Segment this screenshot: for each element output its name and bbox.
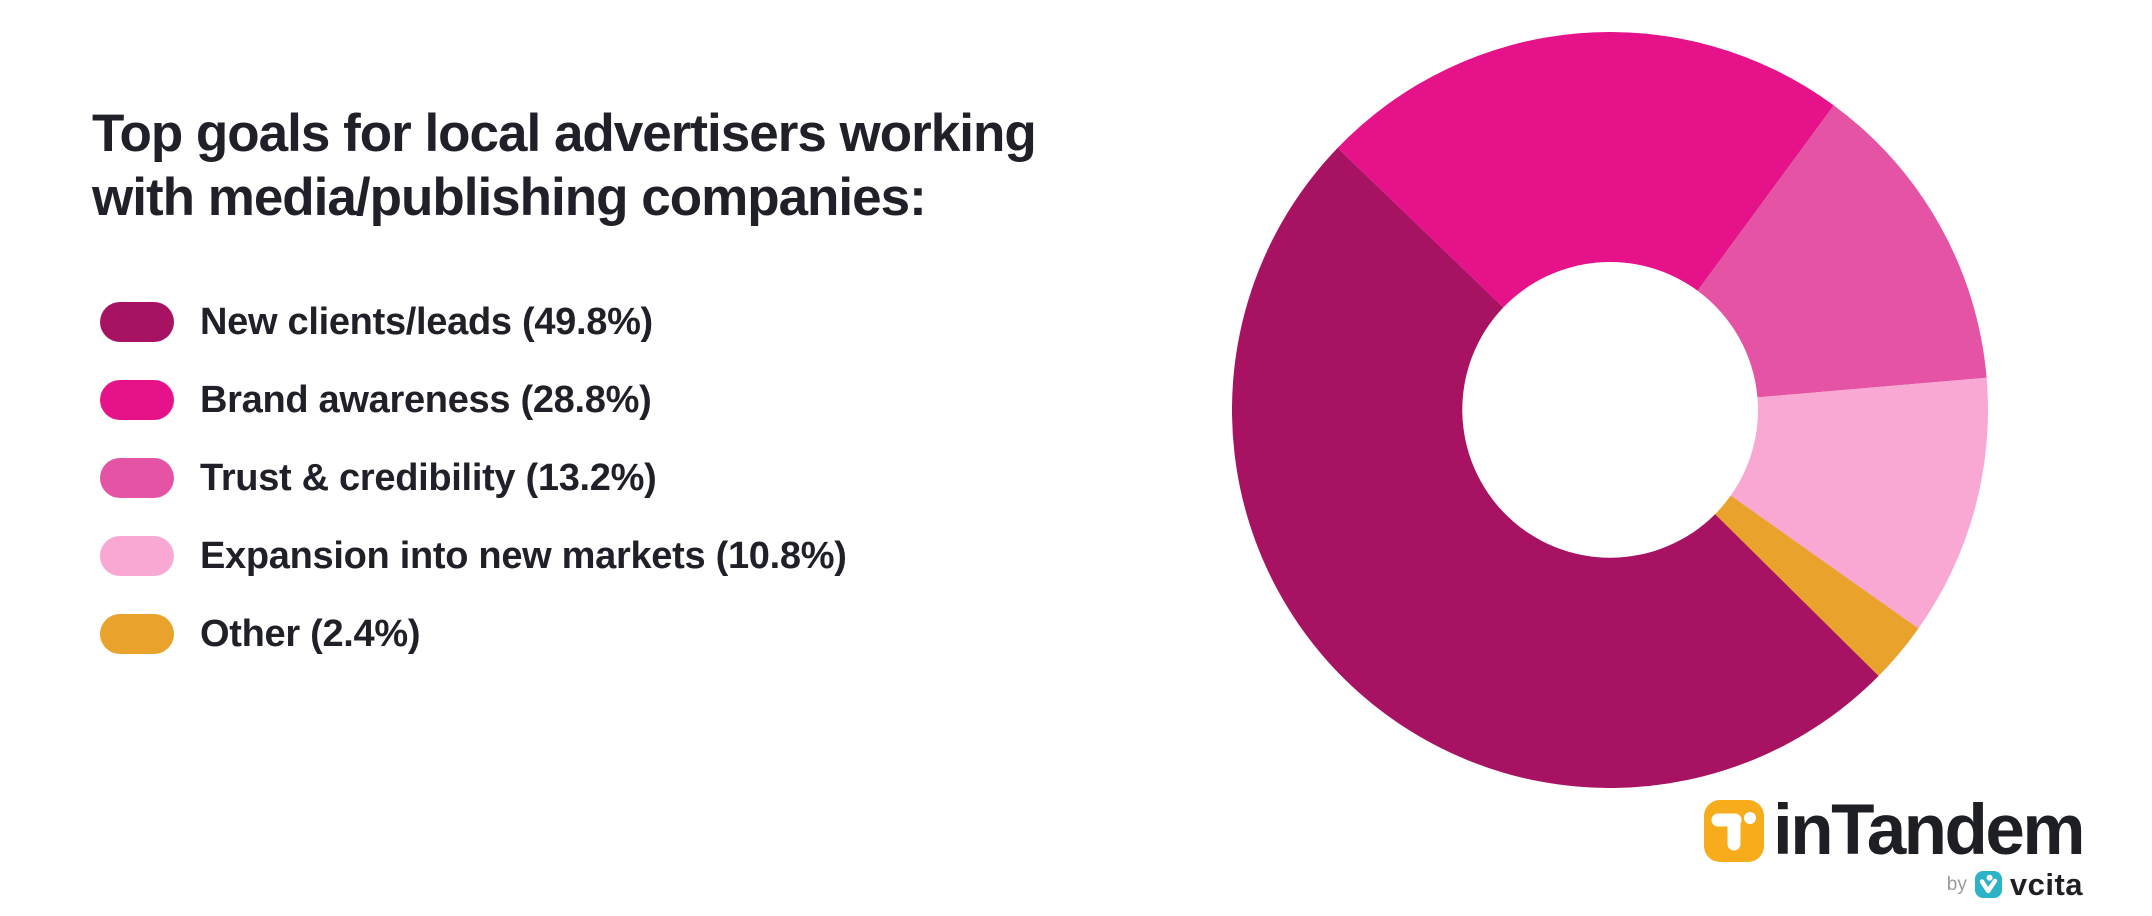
donut-slice-trust-credibility: [1697, 105, 1987, 398]
legend-label: Other (2.4%): [200, 612, 421, 655]
vcita-byline-row: by vcita: [1704, 869, 2083, 900]
legend-item-other: Other (2.4%): [100, 612, 847, 655]
legend-swatch: [100, 458, 174, 498]
legend-item-trust-credibility: Trust & credibility (13.2%): [100, 456, 847, 499]
vcita-wordmark: vcita: [2009, 867, 2084, 902]
legend-label: Trust & credibility (13.2%): [200, 456, 657, 499]
legend-swatch: [100, 302, 174, 342]
intandem-wordmark: inTandem: [1773, 791, 2086, 870]
byline-text: by: [1946, 874, 1967, 895]
legend-swatch: [100, 380, 174, 420]
donut-slice-new-clients-leads: [1232, 147, 1879, 788]
donut-slice-expansion-into-new-markets: [1730, 377, 1988, 629]
legend-label: New clients/leads (49.8%): [200, 300, 653, 343]
legend: New clients/leads (49.8%) Brand awarenes…: [100, 300, 847, 692]
intandem-icon: [1704, 799, 1764, 862]
donut-chart: [1232, 32, 1988, 788]
legend-item-brand-awareness: Brand awareness (28.8%): [100, 378, 847, 421]
legend-label: Expansion into new markets (10.8%): [200, 534, 847, 577]
donut-slice-brand-awareness: [1337, 32, 1834, 308]
legend-swatch: [100, 614, 174, 654]
legend-label: Brand awareness (28.8%): [200, 378, 652, 421]
brand-logo: inTandem by vcita: [1704, 791, 2086, 900]
chart-title-line-2: with media/publishing companies:: [92, 168, 927, 227]
legend-swatch: [100, 536, 174, 576]
chart-title: Top goals for local advertisers working …: [92, 102, 1037, 230]
brand-logo-row: inTandem: [1704, 791, 2086, 870]
chart-title-line-1: Top goals for local advertisers working: [92, 104, 1037, 163]
donut-slice-other: [1715, 495, 1919, 676]
legend-item-expansion-into-new-markets: Expansion into new markets (10.8%): [100, 534, 847, 577]
legend-item-new-clients-leads: New clients/leads (49.8%): [100, 300, 847, 343]
vcita-icon: [1974, 871, 2002, 898]
